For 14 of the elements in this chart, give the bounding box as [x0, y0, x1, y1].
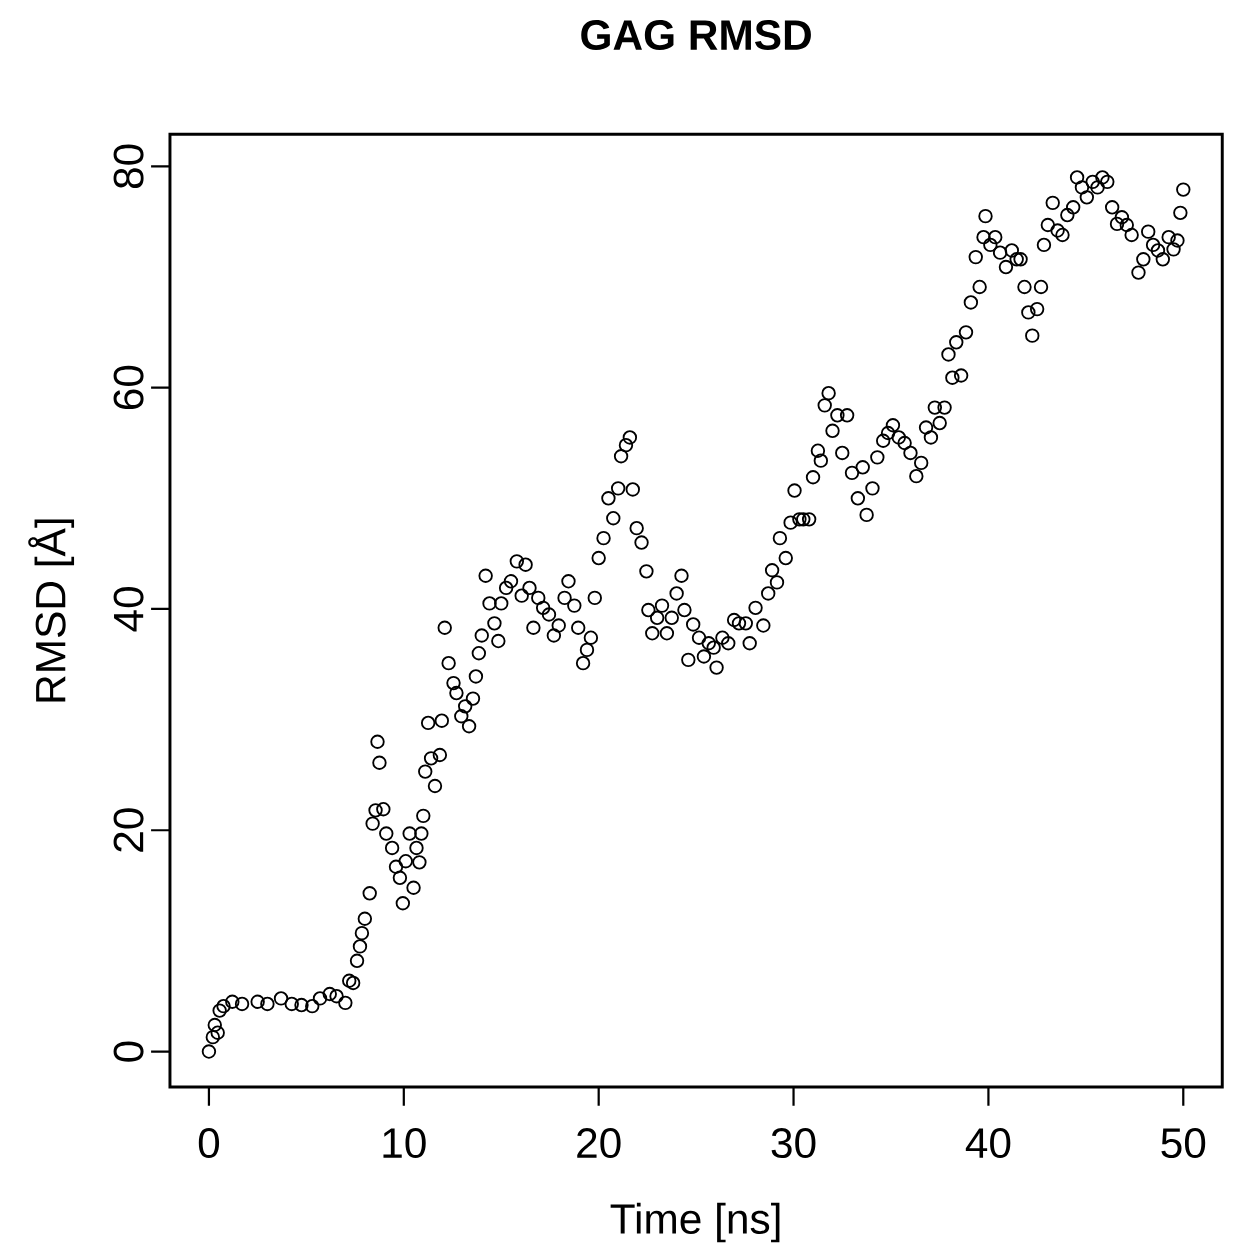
y-tick-label: 20 — [113, 808, 144, 852]
y-tick-label: 60 — [113, 365, 144, 410]
y-axis-title: RMSD [Å] — [28, 519, 75, 702]
x-axis-title: Time [ns] — [610, 1202, 780, 1243]
chart-title: GAG RMSD — [581, 20, 811, 51]
y-tick-label: 0 — [113, 1041, 144, 1062]
x-tick-label: 10 — [383, 1128, 426, 1159]
x-tick-label: 30 — [771, 1128, 816, 1159]
x-tick-label: 0 — [198, 1128, 220, 1159]
y-tick-label: 40 — [113, 587, 144, 632]
x-tick-label: 50 — [1161, 1128, 1206, 1159]
x-tick-label: 20 — [577, 1128, 621, 1159]
x-tick-label: 40 — [965, 1128, 1011, 1159]
y-tick-label: 80 — [113, 144, 144, 189]
